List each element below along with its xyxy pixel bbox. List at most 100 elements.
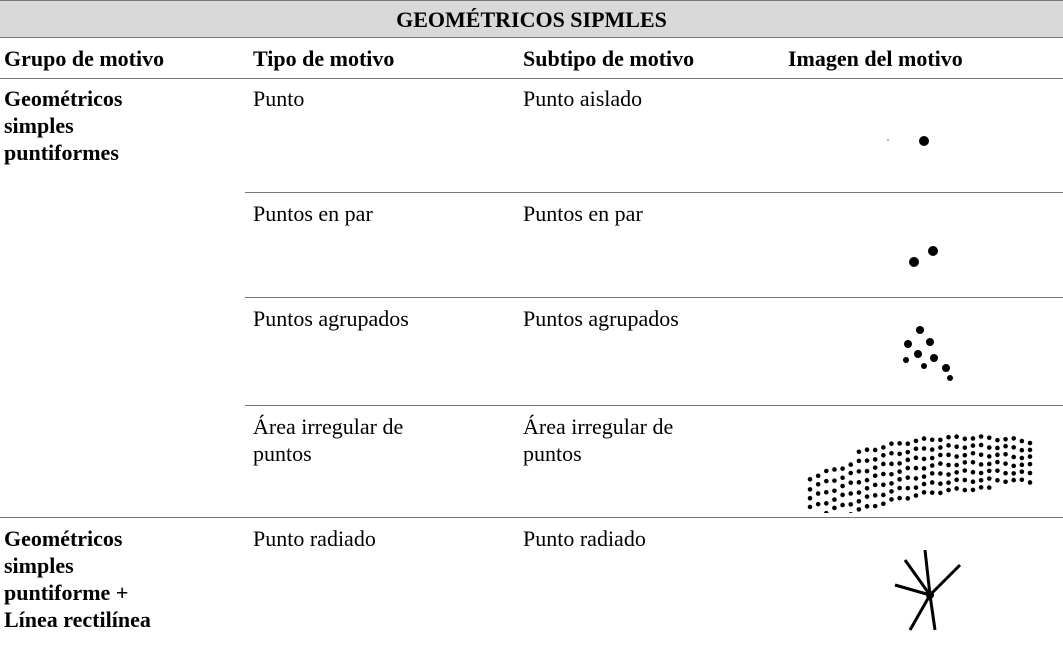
dot <box>962 468 968 473</box>
dot <box>946 487 951 493</box>
dot <box>1027 480 1033 485</box>
cell: Área irregular de puntos <box>523 414 674 466</box>
dot <box>864 447 870 453</box>
dot <box>962 445 968 450</box>
dot <box>978 478 984 483</box>
dot <box>1019 438 1025 444</box>
dot <box>905 449 911 455</box>
dot <box>1011 477 1017 483</box>
dot <box>929 447 935 452</box>
dot <box>848 491 854 496</box>
group-cell: Geométricos simples puntiforme + Línea r… <box>4 526 151 632</box>
dot <box>995 478 1000 483</box>
dot <box>938 471 943 476</box>
dot <box>897 469 902 474</box>
dot <box>872 457 878 462</box>
rule <box>245 297 1063 298</box>
rule <box>0 78 1063 79</box>
dot <box>881 453 886 458</box>
dot <box>929 471 935 476</box>
dot <box>946 443 951 448</box>
dot <box>905 496 911 501</box>
motif-image <box>807 434 1033 513</box>
header-cell: Imagen del motivo <box>788 46 963 71</box>
dot <box>913 493 919 498</box>
motif-image <box>894 549 962 631</box>
dot <box>946 434 951 440</box>
cell: Punto <box>253 86 305 111</box>
dot <box>1003 470 1008 476</box>
dot <box>995 437 1000 443</box>
dot <box>856 507 862 512</box>
cell: Punto aislado <box>523 86 643 111</box>
dot <box>889 450 894 456</box>
dot <box>913 455 919 461</box>
dot <box>889 461 894 467</box>
cell: Punto radiado <box>253 526 376 551</box>
dot <box>1003 436 1008 442</box>
dot <box>954 434 959 440</box>
dot <box>840 492 845 498</box>
dot <box>986 461 992 467</box>
dot <box>946 462 951 468</box>
dot <box>856 449 862 455</box>
dot <box>1011 445 1017 450</box>
dot <box>921 436 927 441</box>
dot <box>815 473 821 479</box>
dot <box>929 490 935 495</box>
dot <box>1011 454 1017 460</box>
header-cell: Grupo de motivo <box>4 46 165 71</box>
dot <box>978 442 984 448</box>
dot <box>921 481 927 487</box>
motif-image <box>909 246 938 267</box>
dot <box>970 443 976 448</box>
dot <box>995 459 1000 465</box>
dot <box>1027 470 1033 476</box>
dot <box>1019 447 1025 453</box>
rule <box>0 517 1063 518</box>
dot <box>889 497 894 502</box>
dot <box>921 474 927 479</box>
dot <box>986 445 992 450</box>
cell: Puntos en par <box>523 201 643 226</box>
dot <box>889 471 894 477</box>
dot <box>832 467 837 472</box>
dot <box>840 466 845 471</box>
dot <box>848 470 854 476</box>
dot <box>872 447 878 453</box>
dot <box>970 436 976 441</box>
dot <box>938 445 943 450</box>
dot <box>881 471 886 477</box>
dot <box>872 493 878 498</box>
dot <box>897 477 902 482</box>
dot <box>856 480 862 485</box>
dot <box>897 495 902 501</box>
dot <box>970 450 976 456</box>
dot <box>995 452 1000 458</box>
dot <box>986 476 992 481</box>
dot <box>881 461 886 467</box>
dot <box>970 487 976 493</box>
dot <box>913 485 919 490</box>
dot <box>1003 479 1008 485</box>
dot <box>921 456 927 462</box>
dot <box>864 504 870 509</box>
group-cell: Geométricos simples puntiformes <box>4 86 123 165</box>
dot <box>938 481 943 487</box>
dot <box>905 457 911 463</box>
dot <box>1019 477 1025 483</box>
dot <box>864 477 870 483</box>
dot <box>864 486 870 491</box>
dot <box>897 485 902 491</box>
header-cell: Tipo de motivo <box>253 46 395 71</box>
dot <box>848 502 854 507</box>
table-title: GEOMÉTRICOS SIPMLES <box>0 0 1063 38</box>
dot <box>815 491 821 496</box>
dot <box>1011 471 1017 476</box>
dot <box>848 462 854 467</box>
dot <box>864 468 870 474</box>
dot <box>995 468 1000 473</box>
header-cell: Subtipo de motivo <box>523 46 695 71</box>
dot <box>1027 461 1033 467</box>
dot <box>986 468 992 474</box>
